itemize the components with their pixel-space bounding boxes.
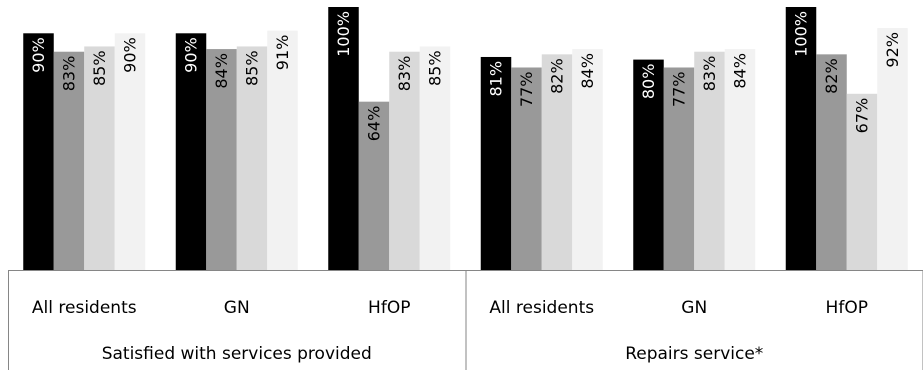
bar-1-3-s2 <box>358 101 390 271</box>
value-label: 85% <box>90 50 109 86</box>
bar-1-3-s3 <box>389 51 420 271</box>
category-labels-layer: All residents GN HfOP Satisfied with servic… <box>32 298 868 364</box>
value-label: 77% <box>517 71 536 107</box>
value-label: 100% <box>792 11 811 57</box>
bar-2-1-s3 <box>541 54 573 271</box>
group-label: Repairs service* <box>625 344 763 364</box>
value-label: 77% <box>670 71 689 107</box>
value-label: 100% <box>334 11 353 57</box>
bar-2-2-s2 <box>663 67 695 271</box>
value-label: 83% <box>700 56 719 92</box>
bar-2-1-s1 <box>480 56 512 270</box>
bars-layer: 90% 83% 85% 90% 90% 84% 85% 91% 100% 64% 83% 85% 81%… <box>23 7 908 271</box>
bar-1-2-s1 <box>175 33 207 270</box>
value-label: 80% <box>639 64 658 100</box>
value-label: 84% <box>212 53 231 89</box>
value-label: 67% <box>853 98 872 134</box>
value-label: 83% <box>395 56 414 92</box>
value-label: 90% <box>182 37 201 73</box>
category-label: HfOP <box>368 298 410 318</box>
category-label: HfOP <box>826 298 868 318</box>
bar-1-2-s3 <box>236 46 268 271</box>
category-label: GN <box>224 298 250 318</box>
value-label: 91% <box>273 35 292 71</box>
axis-layer <box>8 270 923 370</box>
bar-1-1-s4 <box>114 33 146 270</box>
bar-2-3-s4 <box>877 28 908 270</box>
category-label: All residents <box>32 298 137 318</box>
bar-2-2-s3 <box>694 51 725 271</box>
value-label: 83% <box>60 56 79 92</box>
group-label: Satisfied with services provided <box>102 344 372 364</box>
bar-2-1-s2 <box>511 67 542 271</box>
bar-2-3-s2 <box>816 54 847 271</box>
value-label: 92% <box>883 32 902 68</box>
category-label: GN <box>681 298 707 318</box>
value-label: 81% <box>487 61 506 97</box>
bar-2-3-s3 <box>846 93 878 270</box>
bar-1-1-s1 <box>23 33 54 270</box>
value-label: 82% <box>822 58 841 94</box>
value-label: 90% <box>121 37 140 73</box>
value-label: 90% <box>29 37 48 73</box>
bar-2-2-s4 <box>724 49 756 270</box>
value-label: 85% <box>426 50 445 86</box>
category-label: All residents <box>489 298 594 318</box>
bar-1-2-s2 <box>206 49 237 270</box>
value-label: 82% <box>548 58 567 94</box>
bar-2-1-s4 <box>572 49 603 270</box>
value-label: 85% <box>243 50 262 86</box>
bar-1-3-s1 <box>328 7 359 270</box>
bar-1-3-s4 <box>419 46 451 271</box>
value-label: 84% <box>578 53 597 89</box>
bar-1-1-s3 <box>84 46 115 271</box>
bar-2-2-s1 <box>633 59 664 270</box>
bar-1-2-s4 <box>267 30 298 271</box>
bar-2-3-s1 <box>785 7 817 270</box>
value-label: 84% <box>731 53 750 89</box>
bar-1-1-s2 <box>53 51 85 271</box>
value-label: 64% <box>365 106 384 142</box>
